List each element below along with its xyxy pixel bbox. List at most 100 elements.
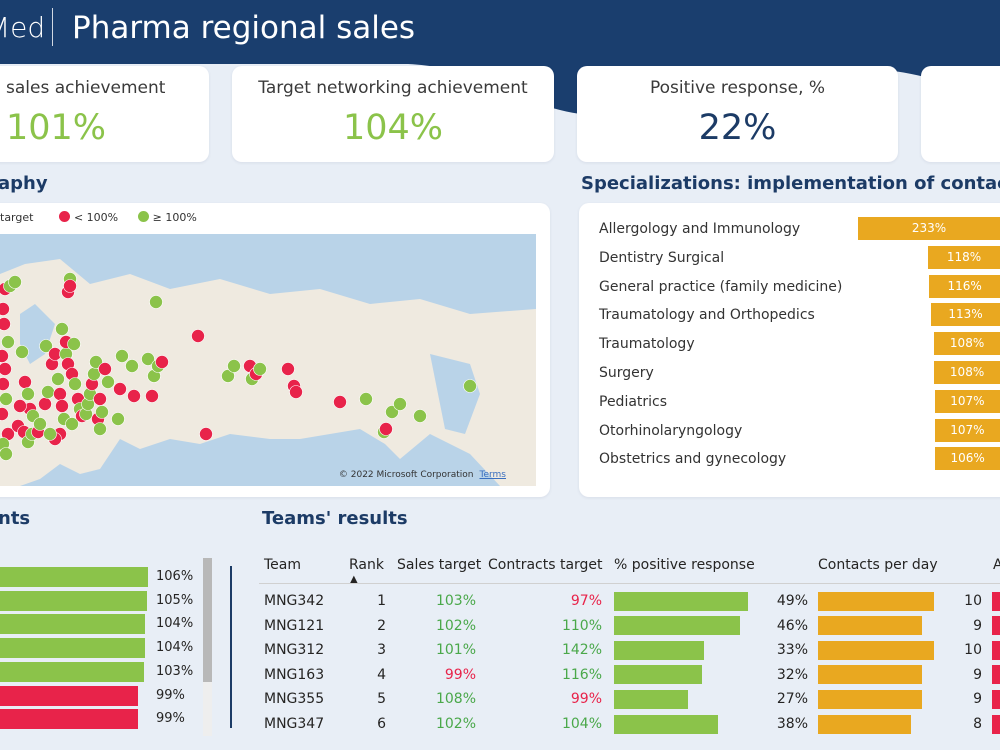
map-marker-above[interactable] xyxy=(141,352,155,366)
map-marker-above[interactable] xyxy=(55,322,69,336)
agent-bar[interactable] xyxy=(0,638,146,659)
specialization-bar[interactable]: 108% xyxy=(934,361,1000,384)
map-marker-below[interactable] xyxy=(155,355,169,369)
map-marker-above[interactable] xyxy=(95,405,109,419)
agent-bar[interactable] xyxy=(0,590,147,611)
map-marker-below[interactable] xyxy=(0,349,9,363)
agent-bar[interactable] xyxy=(0,685,139,706)
map-marker-above[interactable] xyxy=(0,392,13,406)
map-marker-below[interactable] xyxy=(55,399,69,413)
positive-response-bar[interactable] xyxy=(614,714,718,734)
map-marker-above[interactable] xyxy=(253,362,267,376)
specialization-bar[interactable]: 107% xyxy=(934,418,1000,442)
map-marker-above[interactable] xyxy=(41,385,55,399)
agents-scrollbar[interactable] xyxy=(203,558,212,736)
map-marker-above[interactable] xyxy=(1,335,15,349)
map-marker-above[interactable] xyxy=(393,397,407,411)
map-marker-above[interactable] xyxy=(125,359,139,373)
positive-response-bar[interactable] xyxy=(614,640,705,660)
positive-response-bar[interactable] xyxy=(614,665,702,685)
map-marker-above[interactable] xyxy=(89,355,103,369)
map-marker-above[interactable] xyxy=(8,275,22,289)
positive-response-bar[interactable] xyxy=(614,616,740,636)
map-marker-above[interactable] xyxy=(115,349,129,363)
map-marker-above[interactable] xyxy=(65,417,79,431)
map-marker-above[interactable] xyxy=(101,375,115,389)
map-marker-below[interactable] xyxy=(281,362,295,376)
map-marker-above[interactable] xyxy=(0,447,13,461)
col-header-sales-target[interactable]: Sales target xyxy=(397,557,482,573)
map-marker-above[interactable] xyxy=(21,387,35,401)
map-marker-below[interactable] xyxy=(0,362,12,376)
map-marker-above[interactable] xyxy=(221,369,235,383)
map-marker-below[interactable] xyxy=(53,387,67,401)
contacts-per-day-bar[interactable] xyxy=(818,665,923,685)
map-marker-above[interactable] xyxy=(43,427,57,441)
map-marker-below[interactable] xyxy=(0,377,10,391)
map-marker-above[interactable] xyxy=(359,392,373,406)
col-header-extra[interactable]: A xyxy=(993,557,1000,573)
contacts-per-day-bar[interactable] xyxy=(818,591,934,611)
specialization-bar[interactable]: 108% xyxy=(934,332,1000,356)
map-marker-below[interactable] xyxy=(127,389,141,403)
map-marker-below[interactable] xyxy=(93,392,107,406)
col-header-team[interactable]: Team xyxy=(264,557,302,573)
map-marker-above[interactable] xyxy=(93,422,107,436)
map-marker-below[interactable] xyxy=(191,329,205,343)
map-marker-below[interactable] xyxy=(0,317,11,331)
specialization-bar[interactable]: 116% xyxy=(929,274,1000,298)
map-marker-above[interactable] xyxy=(33,417,47,431)
map-marker-below[interactable] xyxy=(13,399,27,413)
map-marker-below[interactable] xyxy=(18,375,32,389)
agent-bar[interactable] xyxy=(0,614,146,635)
map-marker-below[interactable] xyxy=(333,395,347,409)
specialization-bar[interactable]: 107% xyxy=(934,389,1000,413)
extra-column-bar[interactable] xyxy=(992,689,1000,709)
map-marker-below[interactable] xyxy=(289,385,303,399)
agent-bar[interactable] xyxy=(0,709,139,730)
map-marker-below[interactable] xyxy=(145,389,159,403)
map-marker-above[interactable] xyxy=(67,337,81,351)
map-marker-above[interactable] xyxy=(15,345,29,359)
contacts-per-day-bar[interactable] xyxy=(818,689,923,709)
extra-column-bar[interactable] xyxy=(992,591,1000,611)
geography-map[interactable]: © 2022 Microsoft Corporation Terms xyxy=(0,234,536,486)
contacts-per-day-bar[interactable] xyxy=(818,640,934,660)
sort-ascending-icon[interactable]: ▲ xyxy=(350,574,358,585)
extra-column-bar[interactable] xyxy=(992,665,1000,685)
map-marker-above[interactable] xyxy=(227,359,241,373)
specialization-bar[interactable]: 106% xyxy=(935,447,1000,471)
contacts-per-day-bar[interactable] xyxy=(818,616,923,636)
col-header-contacts-per-day[interactable]: Contacts per day xyxy=(818,557,938,573)
positive-response-bar[interactable] xyxy=(614,591,748,611)
map-marker-below[interactable] xyxy=(379,422,393,436)
agent-bar[interactable] xyxy=(0,661,144,682)
agents-scroll-thumb[interactable] xyxy=(203,558,212,682)
map-marker-above[interactable] xyxy=(413,409,427,423)
map-marker-above[interactable] xyxy=(463,379,477,393)
map-marker-above[interactable] xyxy=(51,372,65,386)
specialization-bar[interactable]: 118% xyxy=(928,245,1000,269)
agent-bar[interactable] xyxy=(0,567,148,587)
map-marker-below[interactable] xyxy=(199,427,213,441)
extra-column-bar[interactable] xyxy=(992,616,1000,636)
specialization-bar[interactable]: 113% xyxy=(931,303,1000,327)
map-marker-above[interactable] xyxy=(111,412,125,426)
extra-column-bar[interactable] xyxy=(992,640,1000,660)
map-marker-below[interactable] xyxy=(98,362,112,376)
map-marker-below[interactable] xyxy=(113,382,127,396)
contacts-per-day-bar[interactable] xyxy=(818,714,911,734)
col-header-contracts-target[interactable]: Contracts target xyxy=(488,557,603,573)
map-marker-below[interactable] xyxy=(0,302,10,316)
map-marker-above[interactable] xyxy=(68,377,82,391)
map-marker-above[interactable] xyxy=(39,339,53,353)
map-marker-below[interactable] xyxy=(0,407,9,421)
map-marker-below[interactable] xyxy=(38,397,52,411)
map-marker-above[interactable] xyxy=(149,295,163,309)
col-header-positive-response[interactable]: % positive response xyxy=(614,557,755,573)
map-marker-below[interactable] xyxy=(63,279,77,293)
extra-column-bar[interactable] xyxy=(992,714,1000,734)
map-terms-link[interactable]: Terms xyxy=(479,470,506,480)
col-header-rank[interactable]: Rank xyxy=(349,557,384,573)
positive-response-bar[interactable] xyxy=(614,689,688,709)
